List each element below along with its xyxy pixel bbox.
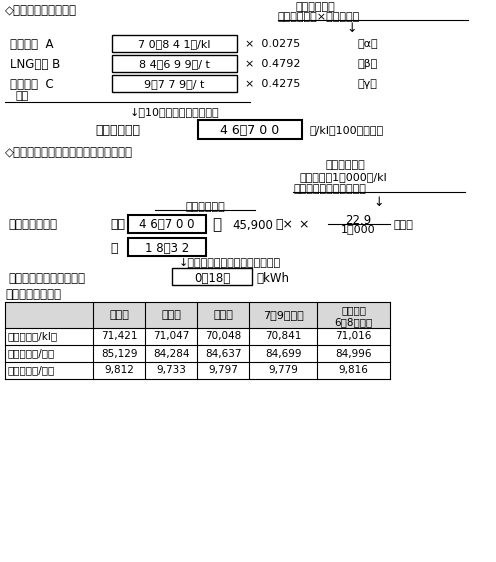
Bar <box>128 238 206 256</box>
Bar <box>5 302 390 328</box>
Text: ＝: ＝ <box>110 242 118 255</box>
Text: 石炭価格  C: 石炭価格 C <box>10 78 54 90</box>
Text: ↓: ↓ <box>373 196 383 209</box>
Text: 燃料費調整単価（税込）: 燃料費調整単価（税込） <box>8 271 85 284</box>
Text: 45,900: 45,900 <box>232 219 273 232</box>
Text: ＋）: ＋） <box>16 91 29 101</box>
Text: 変動した場合の料金変動: 変動した場合の料金変動 <box>293 184 366 194</box>
Text: 4 6，7 0 0: 4 6，7 0 0 <box>220 124 280 137</box>
Text: 4 6，7 0 0: 4 6，7 0 0 <box>139 219 195 232</box>
Text: 9,797: 9,797 <box>208 365 238 375</box>
Text: ↓（10円の位で四捨五入）: ↓（10円の位で四捨五入） <box>130 108 220 118</box>
Text: －: － <box>212 217 221 233</box>
Text: ×: × <box>298 219 309 232</box>
Text: 7～9月平均: 7～9月平均 <box>262 310 304 320</box>
Bar <box>172 268 252 285</box>
Text: 8 4，6 9 9円/ t: 8 4，6 9 9円/ t <box>138 59 209 69</box>
Text: ×  0.4275: × 0.4275 <box>245 79 301 89</box>
Text: 原　油（円/kl）: 原 油（円/kl） <box>8 332 58 342</box>
Text: 9,733: 9,733 <box>156 365 186 375</box>
Text: ８　月: ８ 月 <box>161 310 181 320</box>
Text: 6～8月平均: 6～8月平均 <box>334 317 372 327</box>
Bar <box>112 55 237 72</box>
Text: 原油換算係数×熱量構成比: 原油換算係数×熱量構成比 <box>278 12 360 22</box>
Text: ↓（小数点以下第１位四捨五入）: ↓（小数点以下第１位四捨五入） <box>179 258 281 268</box>
Text: ＝（: ＝（ <box>110 219 125 232</box>
Text: ＜基準単価＞: ＜基準単価＞ <box>325 160 365 170</box>
Text: 22.9: 22.9 <box>345 214 371 226</box>
Text: 平均燃料価格: 平均燃料価格 <box>95 124 140 137</box>
Bar <box>128 215 206 233</box>
Text: 84,699: 84,699 <box>265 348 301 359</box>
Text: 71,016: 71,016 <box>335 332 372 342</box>
Text: 原油価格  A: 原油価格 A <box>10 38 54 51</box>
Text: （β）: （β） <box>358 59 378 69</box>
Text: 84,637: 84,637 <box>205 348 241 359</box>
Text: 9,779: 9,779 <box>268 365 298 375</box>
Text: 燃料費調整単価: 燃料費調整単価 <box>8 219 57 232</box>
Text: （参考）: （参考） <box>341 305 366 315</box>
Text: 1 8．3 2: 1 8．3 2 <box>145 242 189 255</box>
Text: 平均燃料価格: 平均燃料価格 <box>185 202 225 212</box>
Text: 石　炭（円/ｔ）: 石 炭（円/ｔ） <box>8 365 55 375</box>
Text: （銭）: （銭） <box>394 220 414 230</box>
Text: ×  0.0275: × 0.0275 <box>245 39 300 49</box>
Text: 9,816: 9,816 <box>339 365 369 375</box>
Text: 7 0，8 4 1円/kl: 7 0，8 4 1円/kl <box>138 39 210 49</box>
Text: ＬＮＧ（円/ｔ）: ＬＮＧ（円/ｔ） <box>8 348 55 359</box>
Text: 84,284: 84,284 <box>153 348 189 359</box>
Text: ）×: ）× <box>275 219 293 232</box>
Text: ↓: ↓ <box>346 21 357 34</box>
Text: 9，7 7 9円/ t: 9，7 7 9円/ t <box>144 79 204 89</box>
Text: ×  0.4792: × 0.4792 <box>245 59 301 69</box>
Text: 70,048: 70,048 <box>205 332 241 342</box>
Text: 84,996: 84,996 <box>335 348 372 359</box>
Text: ７　月: ７ 月 <box>109 310 129 320</box>
Text: 70,841: 70,841 <box>265 332 301 342</box>
Text: 0円18銭: 0円18銭 <box>194 271 230 284</box>
Text: （γ）: （γ） <box>358 79 378 89</box>
Text: 〔参考〕燃料価格: 〔参考〕燃料価格 <box>5 288 61 301</box>
Text: （α）: （α） <box>358 39 378 49</box>
Text: 71,421: 71,421 <box>101 332 137 342</box>
Bar <box>112 75 237 92</box>
Bar <box>198 120 302 139</box>
Text: 71,047: 71,047 <box>153 332 189 342</box>
Text: ＜換算係数＞: ＜換算係数＞ <box>295 2 335 12</box>
Text: LNG価格 B: LNG価格 B <box>10 57 60 70</box>
Text: 85,129: 85,129 <box>101 348 137 359</box>
Text: ９　月: ９ 月 <box>213 310 233 320</box>
Text: ／kWh: ／kWh <box>256 271 289 284</box>
Text: 円/kl（100円単位）: 円/kl（100円単位） <box>310 125 384 135</box>
Text: 9,812: 9,812 <box>104 365 134 375</box>
Bar <box>112 35 237 52</box>
Text: ◇燃料費調整単価の査定〈低圧の場合〉: ◇燃料費調整単価の査定〈低圧の場合〉 <box>5 146 133 158</box>
Text: ◇平均燃料価格の査定: ◇平均燃料価格の査定 <box>5 3 77 16</box>
Text: 燃料価格が1，000円/kl: 燃料価格が1，000円/kl <box>300 172 388 182</box>
Text: 1，000: 1，000 <box>341 224 375 234</box>
